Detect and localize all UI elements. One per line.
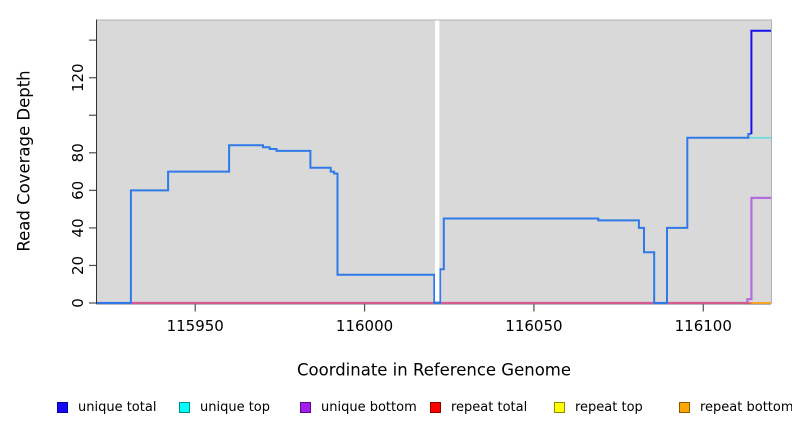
legend-swatch-repeat-top (554, 401, 565, 413)
legend-swatch-repeat-total (430, 401, 441, 413)
legend-label-unique-total: unique total (78, 399, 157, 415)
legend-swatch-unique-total (57, 401, 68, 413)
legend-swatch-repeat-bottom (679, 401, 690, 413)
legend-label-unique-bottom: unique bottom (321, 399, 417, 415)
legend-label-repeat-bottom: repeat bottom (700, 399, 792, 415)
legend-swatch-unique-bottom (300, 401, 311, 413)
y-tick-label: 80 (69, 143, 87, 162)
legend-label-unique-top: unique top (200, 399, 271, 415)
legend-item-unique-bottom: unique bottom (300, 399, 417, 415)
plot-canvas: 115950 116000 116050 116100 0 20 40 60 80 120 (69, 19, 772, 335)
y-tick-label: 120 (69, 63, 87, 92)
x-tick-label: 115950 (167, 317, 224, 335)
legend-item-repeat-bottom: repeat bottom (679, 399, 792, 415)
legend-label-repeat-top: repeat top (575, 399, 643, 415)
x-tick-label: 116100 (675, 317, 732, 335)
series-unique-total (750, 29, 771, 134)
y-tick-label: 0 (69, 298, 87, 308)
series-unique-total (97, 133, 752, 304)
y-tick-label: 60 (69, 181, 87, 200)
legend-item-unique-top: unique top (179, 399, 270, 415)
legend: unique total unique top unique bottom repea… (0, 399, 792, 421)
x-tick-label: 116000 (336, 317, 393, 335)
y-axis-title: Read Coverage Depth (14, 70, 34, 252)
x-axis-title: Coordinate in Reference Genome (296, 360, 572, 380)
legend-item-repeat-top: repeat top (554, 399, 643, 415)
legend-item-repeat-total: repeat total (430, 399, 527, 415)
plot-panel-background (97, 19, 771, 304)
legend-item-unique-total: unique total (57, 399, 156, 415)
legend-swatch-unique-top (179, 401, 190, 413)
x-tick-label: 116050 (505, 317, 562, 335)
y-tick-label: 20 (69, 256, 87, 275)
coverage-gap-band (435, 19, 440, 301)
legend-label-repeat-total: repeat total (451, 399, 528, 415)
y-tick-label: 40 (69, 218, 87, 237)
